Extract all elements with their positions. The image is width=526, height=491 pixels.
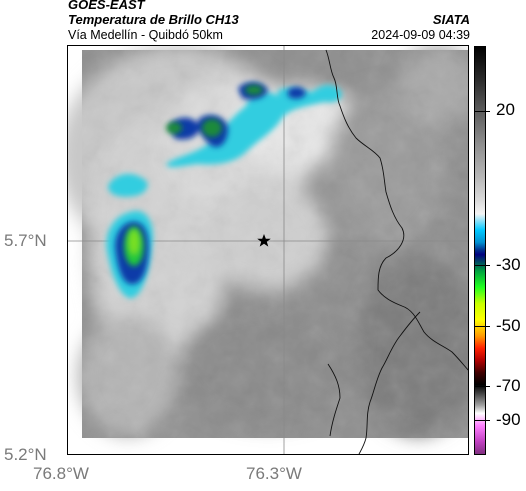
border-line-south — [358, 311, 421, 454]
x-tick-label: 76.3°W — [246, 464, 302, 483]
river-line — [327, 363, 341, 437]
colorbar-label: -70 — [496, 376, 521, 395]
colorbar-label: -30 — [496, 255, 521, 274]
colorbar-tick — [474, 326, 490, 327]
border-line-east — [325, 49, 468, 371]
colorbar-tick — [474, 420, 490, 421]
x-tick-label: 76.8°W — [33, 464, 89, 483]
colorbar-tick — [474, 111, 490, 112]
colorbar-label: -90 — [496, 410, 521, 429]
cloud-cells — [106, 82, 342, 299]
star-icon — [257, 234, 271, 247]
product-title: Temperatura de Brillo CH13 — [68, 12, 239, 27]
y-tick-label: 5.2°N — [4, 445, 47, 464]
location-subtitle: Vía Medellín - Quibdó 50km — [68, 28, 223, 42]
y-tick-label: 5.7°N — [4, 231, 47, 250]
colorbar-tick — [474, 265, 490, 266]
colorbar-label: -50 — [496, 316, 521, 335]
map-svg — [68, 46, 468, 454]
brightness-temperature-map[interactable] — [67, 45, 469, 455]
colorbar-label: 20 — [496, 100, 515, 119]
agency-label: SIATA — [432, 12, 470, 27]
colorbar-tick — [474, 386, 490, 387]
satellite-title: GOES-EAST — [68, 0, 145, 12]
timestamp-label: 2024-09-09 04:39 — [371, 28, 470, 42]
temperature-colorbar — [474, 46, 486, 455]
